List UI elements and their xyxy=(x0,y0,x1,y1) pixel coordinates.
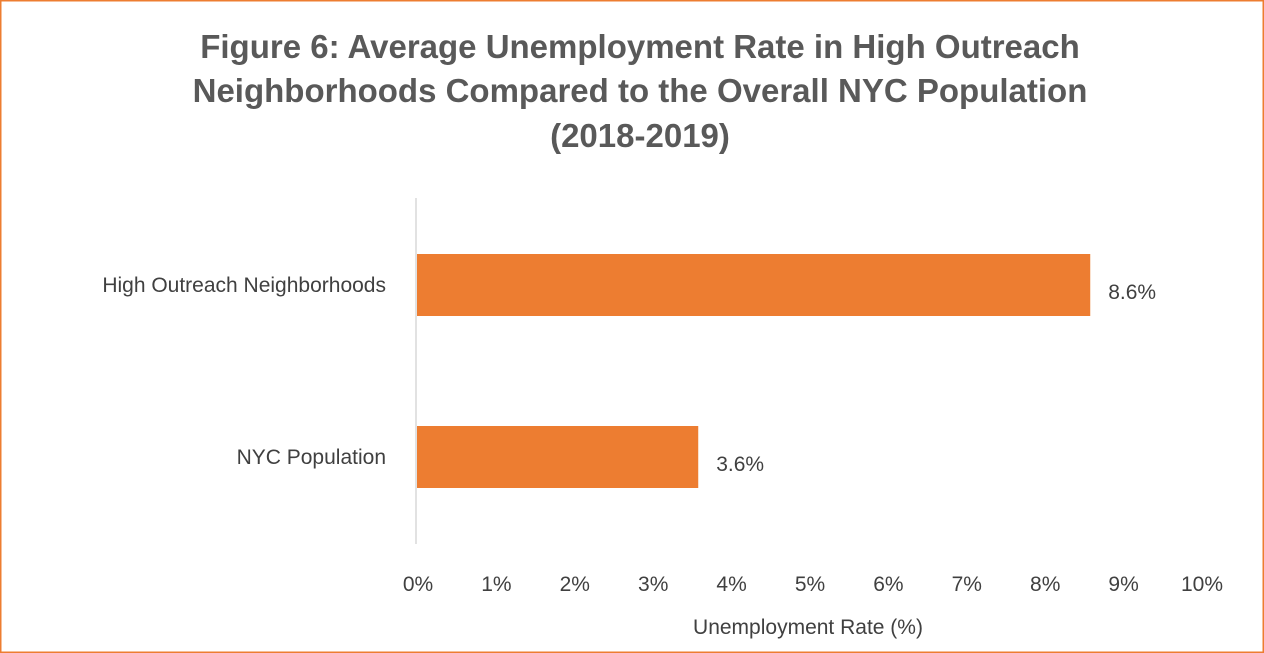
bar-1 xyxy=(417,254,1091,316)
x-tick-label-5: 5% xyxy=(795,573,825,596)
data-label-2: 3.6% xyxy=(716,453,764,476)
plot-area: High Outreach Neighborhoods 8.6% NYC Popul… xyxy=(102,198,1223,596)
category-label-1: High Outreach Neighborhoods xyxy=(102,274,386,297)
chart-title-line-1: Figure 6: Average Unemployment Rate in H… xyxy=(200,28,1080,65)
x-tick-label-1: 1% xyxy=(481,573,511,596)
chart-title-line-3: (2018-2019) xyxy=(550,117,730,154)
x-tick-label-8: 8% xyxy=(1030,573,1060,596)
category-label-2: NYC Population xyxy=(237,446,386,469)
x-tick-label-3: 3% xyxy=(638,573,668,596)
x-axis-title: Unemployment Rate (%) xyxy=(693,616,923,639)
bar-2 xyxy=(417,426,699,488)
x-tick-label-0: 0% xyxy=(403,573,433,596)
x-tick-label-2: 2% xyxy=(560,573,590,596)
x-tick-label-6: 6% xyxy=(873,573,903,596)
data-label-1: 8.6% xyxy=(1108,281,1156,304)
chart-title-line-2: Neighborhoods Compared to the Overall NY… xyxy=(193,72,1088,109)
x-tick-label-10: 10% xyxy=(1181,573,1223,596)
x-tick-label-4: 4% xyxy=(716,573,746,596)
x-tick-label-9: 9% xyxy=(1108,573,1138,596)
x-tick-label-7: 7% xyxy=(952,573,982,596)
